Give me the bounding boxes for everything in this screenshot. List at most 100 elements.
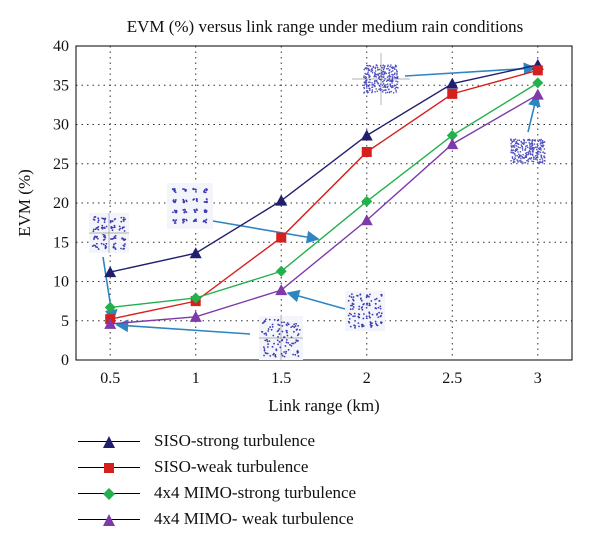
data-point xyxy=(104,317,117,329)
constellation-dot xyxy=(97,248,100,250)
constellation-dot xyxy=(195,208,198,211)
constellation-dot xyxy=(109,220,112,223)
constellation-dot xyxy=(206,201,208,204)
constellation-dot xyxy=(101,227,104,230)
constellation-dot xyxy=(362,325,365,327)
constellation-dot xyxy=(281,354,284,357)
constellation-dot xyxy=(536,146,539,148)
constellation-dot xyxy=(294,353,297,356)
constellation-dot xyxy=(363,75,365,77)
constellation-dot xyxy=(373,82,376,85)
constellation-dot xyxy=(175,219,178,221)
constellation-dot xyxy=(517,161,519,163)
constellation-dot xyxy=(97,228,100,231)
constellation-dot xyxy=(543,159,546,162)
constellation-dot xyxy=(514,157,516,159)
series-4 xyxy=(104,88,544,329)
constellation-dot xyxy=(365,306,368,309)
x-axis-label: Link range (km) xyxy=(268,396,379,415)
constellation-dot xyxy=(538,148,541,151)
constellation-dot xyxy=(269,326,272,328)
constellation-dot xyxy=(382,73,385,76)
constellation-dot xyxy=(174,220,177,223)
constellation-dot xyxy=(369,78,371,81)
constellation-dot xyxy=(205,210,208,212)
constellation-dot xyxy=(369,316,371,319)
constellation-dot xyxy=(283,321,286,324)
constellation-dot xyxy=(205,189,208,192)
constellation-dot xyxy=(375,80,378,82)
constellation-dot xyxy=(113,224,116,227)
x-tick-label: 3 xyxy=(534,370,542,387)
constellation-dot xyxy=(391,86,394,88)
constellation-dot xyxy=(529,151,532,153)
constellation-dot xyxy=(534,146,537,149)
constellation-dot xyxy=(93,244,95,247)
constellation-dot xyxy=(541,142,544,145)
constellation-dot xyxy=(366,64,368,67)
constellation-dot xyxy=(534,154,537,157)
constellation-dot xyxy=(283,351,286,353)
constellation-dot xyxy=(369,293,371,296)
constellation-dot xyxy=(94,216,97,218)
data-point xyxy=(531,88,544,100)
constellation-dot xyxy=(385,92,387,94)
constellation-dot xyxy=(285,350,288,353)
constellation-dot xyxy=(384,73,386,75)
constellation-dot xyxy=(533,143,536,145)
constellation-dot xyxy=(530,142,533,144)
constellation-dot xyxy=(104,236,107,239)
constellation-dot xyxy=(375,88,377,90)
constellation-dot xyxy=(365,315,368,318)
constellation-dot xyxy=(520,141,523,143)
constellation-inset-6 xyxy=(510,138,546,164)
constellation-dot xyxy=(535,158,537,160)
constellation-dot xyxy=(118,225,121,228)
constellation-dot xyxy=(364,82,366,85)
constellation-dot xyxy=(271,323,274,326)
constellation-dot xyxy=(348,295,351,298)
constellation-dot xyxy=(364,80,367,83)
constellation-dot xyxy=(367,71,369,74)
constellation-dot xyxy=(390,66,393,69)
constellation-dot xyxy=(372,83,374,86)
constellation-dot xyxy=(539,161,541,163)
constellation-dot xyxy=(524,161,527,164)
constellation-dot xyxy=(531,139,533,142)
constellation-dot xyxy=(371,89,374,91)
constellation-dot xyxy=(538,139,541,141)
constellation-dot xyxy=(348,317,351,320)
constellation-dot xyxy=(263,349,266,352)
constellation-dot xyxy=(277,343,279,346)
constellation-dot xyxy=(383,86,386,88)
constellation-dot xyxy=(529,145,531,147)
constellation-dot xyxy=(284,345,287,347)
constellation-dot xyxy=(280,321,283,324)
constellation-dot xyxy=(381,91,384,93)
constellation-dot xyxy=(533,139,535,142)
constellation-dot xyxy=(290,344,293,347)
constellation-dot xyxy=(533,147,535,149)
constellation-dot xyxy=(362,317,365,320)
data-point xyxy=(275,194,288,206)
constellation-dot xyxy=(359,298,362,300)
constellation-dot xyxy=(368,74,370,76)
constellation-dot xyxy=(122,216,125,219)
y-tick-label: 25 xyxy=(53,156,69,173)
constellation-dot xyxy=(352,306,355,308)
constellation-dot xyxy=(386,65,389,68)
x-tick-label: 1 xyxy=(192,370,200,387)
y-tick-label: 15 xyxy=(53,234,69,251)
constellation-dot xyxy=(380,83,382,85)
constellation-dot xyxy=(535,156,538,159)
constellation-dot xyxy=(515,145,518,147)
data-point xyxy=(532,77,544,89)
y-axis-ticks: 0 5 10 15 20 25 30 35 40 xyxy=(53,38,69,369)
constellation-dot xyxy=(528,141,530,144)
constellation-dot xyxy=(511,146,513,149)
constellation-dot xyxy=(531,149,534,152)
constellation-dot xyxy=(391,78,394,80)
constellation-dot xyxy=(379,87,382,90)
series-line xyxy=(110,64,538,273)
constellation-dot xyxy=(518,154,521,157)
